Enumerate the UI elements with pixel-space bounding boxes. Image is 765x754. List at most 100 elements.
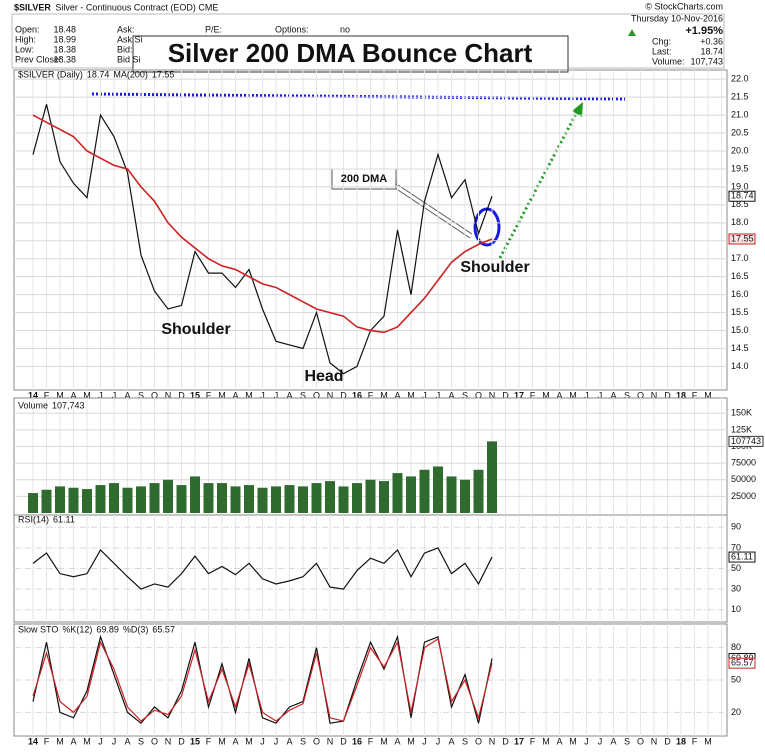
x-tick-label: A <box>286 390 292 400</box>
quote-value: 18.38 <box>53 44 76 54</box>
volume-bar <box>392 473 403 513</box>
volume-bar <box>487 441 497 513</box>
y-tick-label: 75000 <box>731 458 756 468</box>
summary-label: Volume: <box>652 56 685 66</box>
x-tick-label: J <box>422 736 427 746</box>
value-tag-text: 65.57 <box>731 658 754 668</box>
x-tick-label: 16 <box>352 390 362 400</box>
volume-bar <box>217 483 227 513</box>
x-tick-label: F <box>206 736 212 746</box>
value-tag-text: 18.74 <box>731 191 754 201</box>
x-tick-label: F <box>44 736 50 746</box>
x-tick-label: J <box>436 390 441 400</box>
x-tick-label: A <box>394 390 400 400</box>
copyright: © StockCharts.com <box>645 1 723 11</box>
x-tick-label: S <box>624 390 630 400</box>
x-tick-label: 15 <box>190 736 200 746</box>
y-tick-label: 125K <box>731 424 752 434</box>
x-tick-label: 18 <box>676 390 686 400</box>
x-tick-label: S <box>462 736 468 746</box>
legend-value: 18.74 <box>87 69 110 79</box>
x-tick-label: J <box>260 390 265 400</box>
x-tick-label: J <box>584 736 589 746</box>
series-line <box>32 547 493 590</box>
volume-bar <box>41 489 52 513</box>
y-tick-label: 18.0 <box>731 217 749 227</box>
volume-bar <box>271 486 281 513</box>
volume-bar <box>406 476 416 513</box>
value-tag <box>728 551 756 563</box>
volume-bar <box>325 481 335 513</box>
volume-bar <box>257 487 268 513</box>
legend-value: 107,743 <box>52 400 85 410</box>
x-tick-label: D <box>664 390 671 400</box>
x-tick-label: J <box>274 390 279 400</box>
volume-bar <box>176 485 187 513</box>
volume-bar <box>190 476 200 513</box>
y-tick-label: 19.5 <box>731 163 749 173</box>
legend-name: %D(3) <box>123 624 149 634</box>
x-tick-label: O <box>313 390 320 400</box>
x-tick-label: A <box>70 736 76 746</box>
x-tick-label: M <box>407 736 415 746</box>
x-tick-label: M <box>83 390 91 400</box>
legend-value: 65.57 <box>152 624 175 634</box>
x-tick-label: J <box>98 736 103 746</box>
volume-bar <box>298 486 308 513</box>
summary-label: Chg: <box>652 36 671 46</box>
x-tick-label: F <box>368 736 374 746</box>
chart-title: Silver 200 DMA Bounce Chart <box>168 38 533 68</box>
symbol: $SILVER <box>14 2 51 12</box>
x-tick-label: M <box>542 736 550 746</box>
y-tick-label: 22.0 <box>731 74 749 84</box>
legend-value: 17.55 <box>152 69 175 79</box>
x-tick-label: J <box>598 736 603 746</box>
y-tick-label: 20 <box>731 707 741 717</box>
volume-bar <box>338 486 349 513</box>
volume-bar <box>446 476 457 513</box>
x-tick-label: O <box>475 736 482 746</box>
annotation: Shoulder <box>460 259 529 276</box>
description: Silver - Continuous Contract (EOD) CME <box>55 2 218 12</box>
y-tick-label: 20.0 <box>731 145 749 155</box>
x-tick-label: A <box>232 736 238 746</box>
volume-bar <box>136 486 146 513</box>
date: Thursday 10-Nov-2016 <box>631 13 723 23</box>
y-tick-label: 25000 <box>731 491 756 501</box>
x-tick-label: D <box>502 736 509 746</box>
x-tick-label: 17 <box>514 390 524 400</box>
x-tick-label: A <box>556 736 562 746</box>
y-tick-label: 70 <box>731 542 741 552</box>
quote-value: 18.48 <box>53 24 76 34</box>
x-tick-label: M <box>245 390 253 400</box>
x-tick-label: F <box>692 736 698 746</box>
x-tick-label: M <box>83 736 91 746</box>
x-tick-label: A <box>124 736 130 746</box>
x-tick-label: O <box>475 390 482 400</box>
volume-bar <box>473 469 484 513</box>
volume-bar <box>352 483 362 513</box>
x-tick-label: F <box>368 390 374 400</box>
quote-label: Ask Si <box>117 34 143 44</box>
x-tick-label: A <box>70 390 76 400</box>
x-tick-label: N <box>651 390 658 400</box>
legend-name: Volume <box>18 400 48 410</box>
x-tick-label: N <box>489 390 496 400</box>
x-tick-label: S <box>138 736 144 746</box>
y-tick-label: 20.5 <box>731 127 749 137</box>
series-line <box>32 637 493 722</box>
x-tick-label: J <box>112 736 117 746</box>
x-tick-label: O <box>151 390 158 400</box>
x-tick-label: D <box>340 736 347 746</box>
x-tick-label: D <box>178 736 185 746</box>
x-tick-label: A <box>286 736 292 746</box>
x-tick-label: S <box>300 736 306 746</box>
x-tick-label: 18 <box>676 736 686 746</box>
x-tick-label: M <box>218 390 226 400</box>
value-tag <box>728 435 764 447</box>
x-tick-label: N <box>165 736 172 746</box>
x-tick-label: 16 <box>352 736 362 746</box>
x-tick-label: J <box>584 390 589 400</box>
x-tick-label: M <box>569 736 577 746</box>
x-tick-label: N <box>651 736 658 746</box>
